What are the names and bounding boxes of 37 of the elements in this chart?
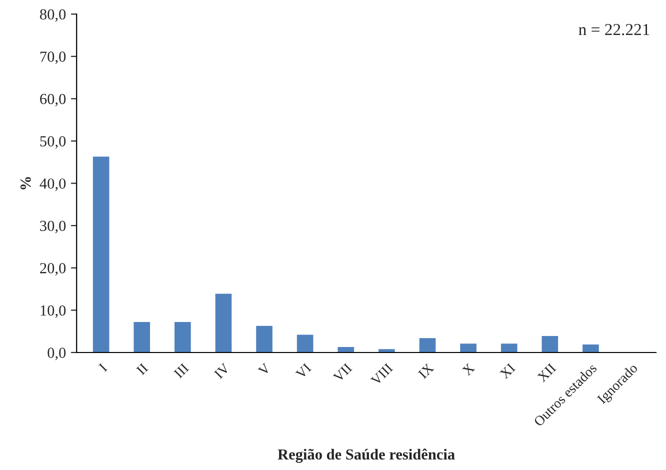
- y-tick-label: 50,0: [40, 136, 66, 149]
- bar: [378, 349, 395, 352]
- bar: [256, 326, 272, 352]
- y-axis-title: %: [20, 177, 31, 190]
- bar: [460, 344, 476, 352]
- x-tick-label: IX: [418, 362, 434, 380]
- x-tick-label: IV: [214, 362, 230, 380]
- x-tick-label: XI: [499, 362, 516, 380]
- x-tick-label: VIII: [370, 362, 394, 386]
- bar: [582, 344, 599, 352]
- bar: [174, 322, 191, 352]
- x-tick-label: X: [462, 362, 475, 376]
- x-tick-label: VI: [295, 362, 312, 380]
- x-tick-label: XII: [536, 362, 556, 382]
- y-tick-label: 40,0: [40, 178, 66, 191]
- x-tick-label: VII: [332, 362, 353, 383]
- bar: [500, 344, 518, 352]
- bar: [134, 322, 150, 352]
- y-tick-label: 30,0: [40, 220, 66, 234]
- y-tick-label: 20,0: [40, 263, 66, 276]
- x-tick-label: III: [174, 362, 190, 378]
- y-tick-label: 70,0: [40, 52, 66, 64]
- y-tick-label: 80,0: [40, 9, 66, 22]
- x-tick-label: V: [258, 362, 272, 376]
- bar: [338, 347, 354, 352]
- bar: [419, 338, 436, 352]
- bar: [542, 336, 558, 352]
- y-tick-label: 10,0: [40, 305, 66, 318]
- x-tick-label: I: [98, 362, 108, 372]
- y-tick-label: 60,0: [40, 94, 66, 106]
- bar: [92, 156, 110, 352]
- bar: [296, 334, 314, 352]
- x-axis-title: Região de Saúde residência: [278, 448, 455, 463]
- y-tick-label: 0,0: [48, 348, 66, 360]
- annotation: n = 22.221: [578, 24, 650, 36]
- x-tick-label: II: [136, 362, 148, 376]
- bar: [215, 294, 232, 352]
